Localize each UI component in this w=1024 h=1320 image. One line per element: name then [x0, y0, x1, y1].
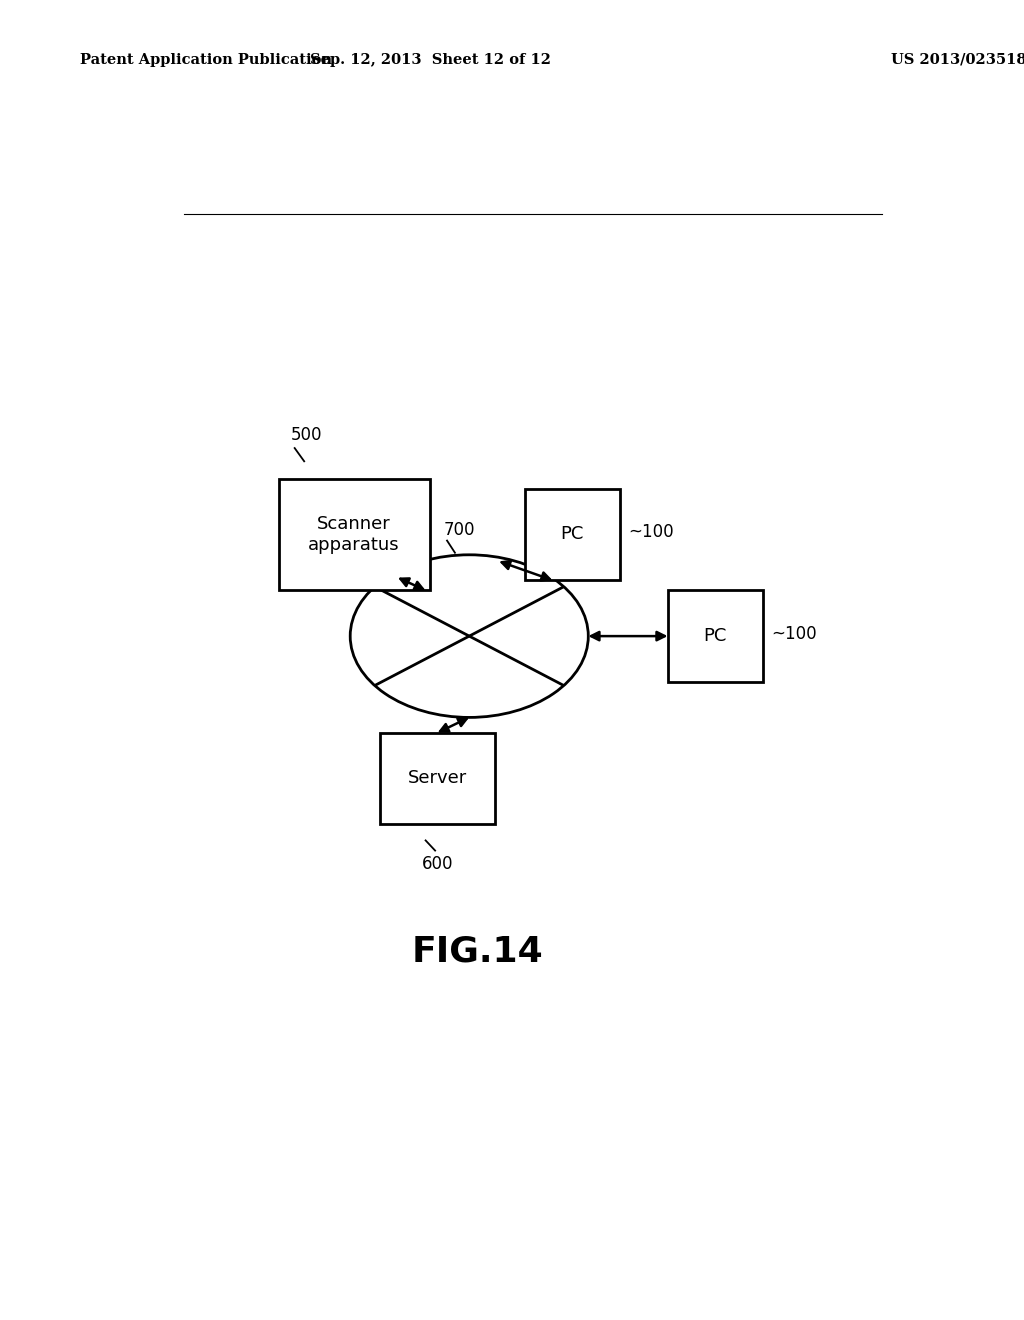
Text: Server: Server — [408, 770, 467, 788]
Text: 700: 700 — [443, 520, 475, 539]
Bar — [279, 479, 430, 590]
Text: Sep. 12, 2013  Sheet 12 of 12: Sep. 12, 2013 Sheet 12 of 12 — [309, 53, 551, 67]
Bar — [668, 590, 763, 682]
Text: ~100: ~100 — [628, 524, 674, 541]
Ellipse shape — [350, 554, 588, 718]
Text: 600: 600 — [422, 854, 454, 873]
Text: Patent Application Publication: Patent Application Publication — [80, 53, 332, 67]
Text: FIG.14: FIG.14 — [412, 935, 543, 968]
Bar — [380, 733, 495, 824]
Text: Scanner
apparatus: Scanner apparatus — [308, 515, 400, 554]
Text: ~100: ~100 — [771, 626, 816, 643]
Text: 500: 500 — [291, 426, 323, 444]
Text: PC: PC — [561, 525, 584, 544]
Bar — [524, 488, 620, 581]
Text: PC: PC — [703, 627, 727, 645]
Text: US 2013/0235181 A1: US 2013/0235181 A1 — [891, 53, 1024, 67]
